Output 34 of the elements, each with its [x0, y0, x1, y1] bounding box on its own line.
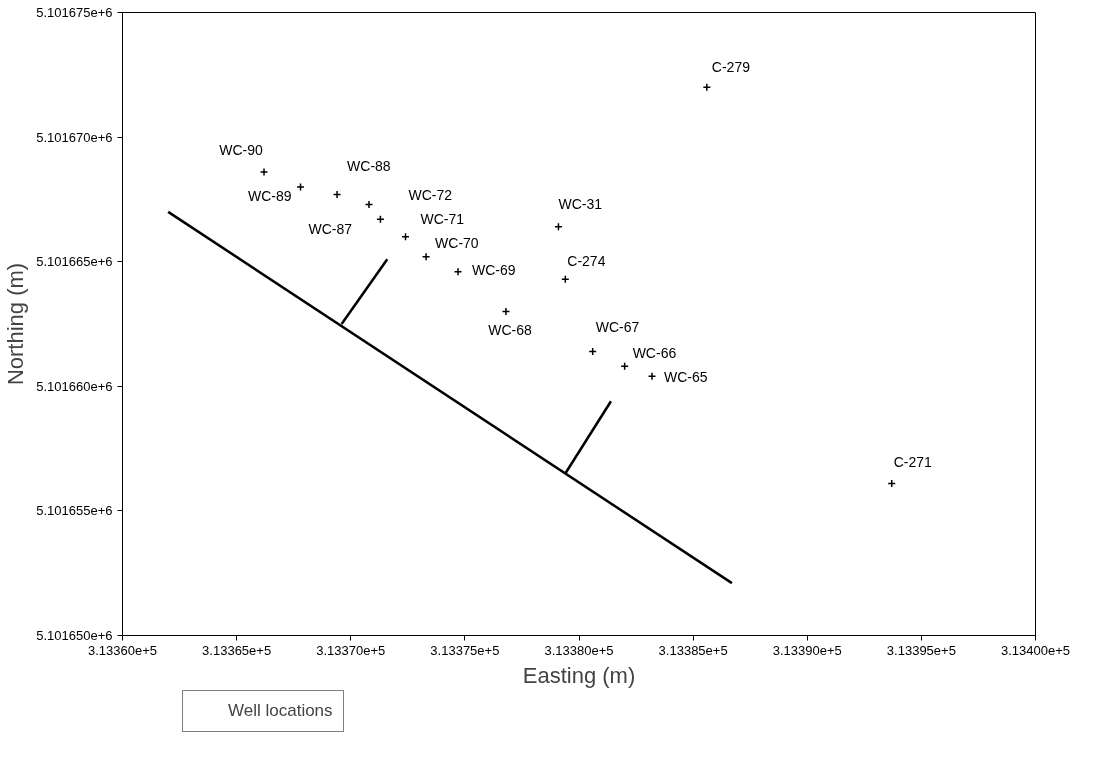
- annotation: WC-71: [420, 210, 465, 227]
- y-axis-title: Northing (m): [3, 262, 29, 386]
- annotation: WC-31: [558, 195, 603, 212]
- annotation: WC-69: [472, 261, 516, 278]
- annotation: WC-66: [632, 345, 677, 362]
- x-tick-label: 3.13395e+5: [886, 642, 956, 658]
- y-tick-label: 5.101665e+6: [36, 254, 113, 270]
- x-axis-title: Easting (m): [522, 662, 636, 688]
- annotation: WC-87: [308, 221, 353, 238]
- text: Well locations: [228, 701, 333, 721]
- annotation: WC-65: [664, 369, 708, 386]
- x-tick-label: 3.13390e+5: [772, 642, 842, 658]
- y-tick-label: 5.101660e+6: [36, 378, 113, 394]
- y-tick-label: 5.101670e+6: [36, 129, 113, 145]
- x-tick-label: 3.13400e+5: [1000, 642, 1071, 658]
- x-tick-label: 3.13370e+5: [316, 642, 386, 658]
- y-tick-label: 5.101655e+6: [36, 503, 113, 519]
- x-tick-label: 3.13375e+5: [430, 642, 500, 658]
- annotation: WC-70: [435, 234, 479, 251]
- x-tick-label: 3.13360e+5: [87, 642, 158, 658]
- annotation: WC-88: [347, 158, 391, 175]
- annotation: C-279: [711, 59, 751, 76]
- x-tick-label: 3.13385e+5: [658, 642, 728, 658]
- annotation: WC-67: [595, 319, 640, 336]
- annotation: C-271: [893, 454, 933, 471]
- annotation: WC-89: [247, 187, 292, 204]
- y-tick-label: 5.101675e+6: [36, 5, 113, 20]
- annotation: WC-90: [219, 141, 264, 158]
- annotation: WC-72: [408, 187, 453, 204]
- y-tick-label: 5.101650e+6: [36, 628, 113, 643]
- x-tick-label: 3.13380e+5: [544, 642, 614, 658]
- x-tick-label: 3.13365e+5: [202, 642, 272, 658]
- annotation: C-274: [567, 253, 606, 270]
- annotation: WC-68: [488, 321, 532, 338]
